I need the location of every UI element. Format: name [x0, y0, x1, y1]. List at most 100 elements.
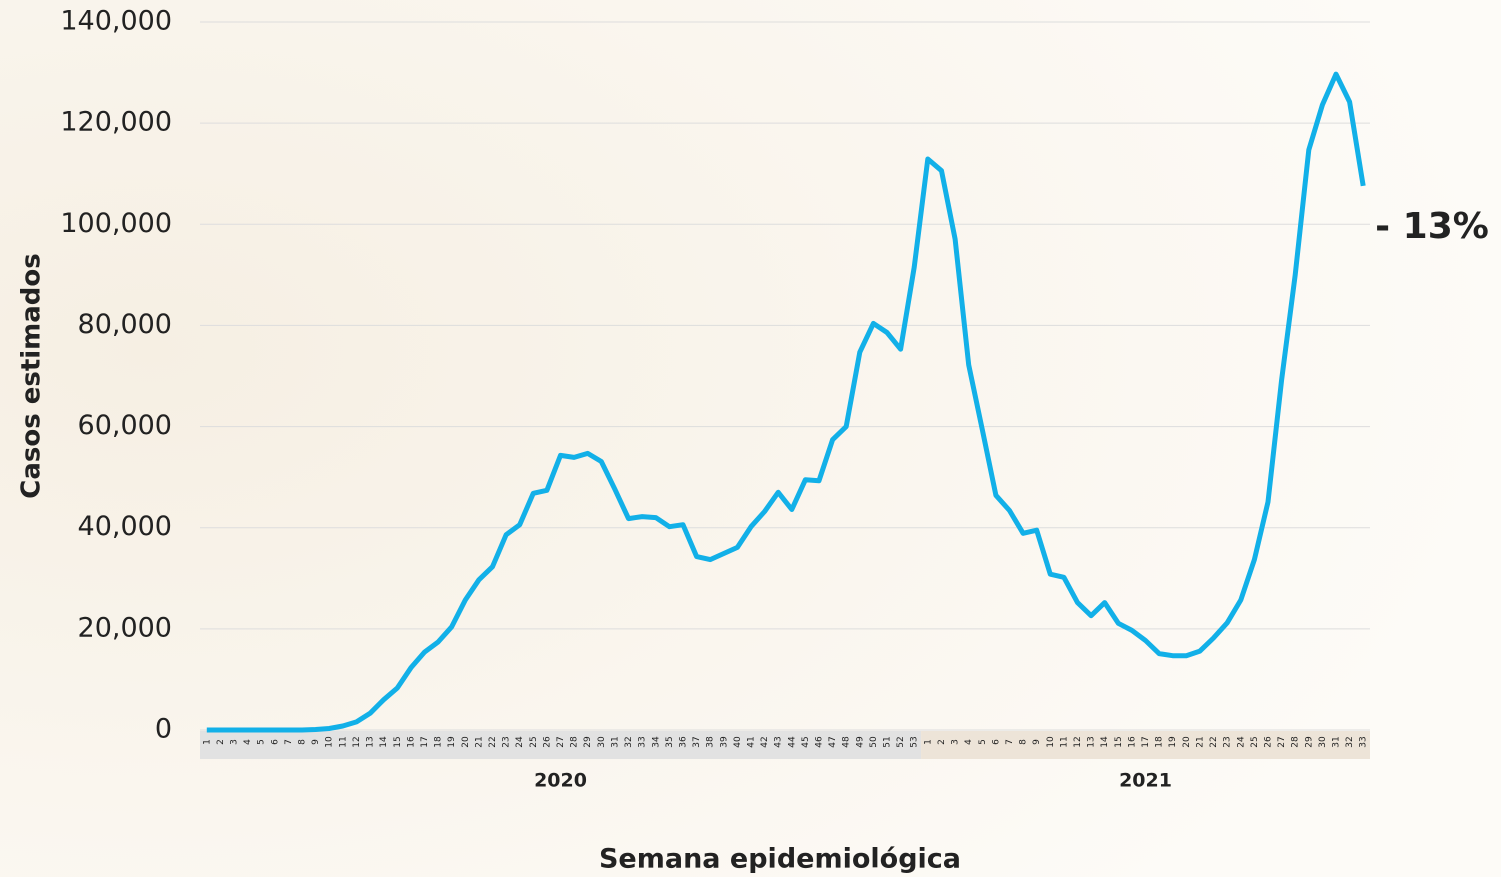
x-tick-label: 33 — [638, 736, 648, 747]
x-tick-label: 22 — [1209, 736, 1219, 747]
x-tick-label: 11 — [338, 736, 348, 747]
x-tick-label: 16 — [406, 736, 416, 748]
x-tick-label: 9 — [1032, 739, 1042, 745]
group-label: 2021 — [1119, 770, 1172, 792]
x-tick-label: 23 — [1223, 736, 1233, 747]
x-tick-label: 18 — [434, 736, 444, 748]
x-tick-label: 34 — [651, 736, 661, 748]
x-tick-label: 16 — [1127, 736, 1137, 748]
x-tick-label: 40 — [733, 736, 743, 748]
x-tick-label: 53 — [910, 736, 920, 747]
x-tick-label: 29 — [1304, 736, 1314, 748]
x-tick-label: 46 — [815, 736, 825, 748]
x-tick-label: 21 — [474, 736, 484, 747]
y-tick-label: 140,000 — [60, 6, 172, 37]
x-tick-label: 35 — [665, 736, 675, 747]
x-tick-label: 13 — [366, 736, 376, 747]
x-tick-label: 31 — [1331, 736, 1341, 747]
x-tick-label: 45 — [801, 736, 811, 747]
x-tick-label: 21 — [1195, 736, 1205, 747]
x-tick-label: 20 — [1182, 736, 1192, 748]
x-tick-label: 15 — [393, 736, 403, 747]
x-tick-label: 51 — [883, 736, 893, 747]
x-tick-label: 3 — [951, 739, 961, 745]
x-tick-label: 31 — [610, 736, 620, 747]
x-tick-label: 10 — [1046, 736, 1056, 748]
x-tick-label: 17 — [420, 736, 430, 747]
x-tick-label: 32 — [624, 736, 634, 747]
y-axis-title: Casos estimados — [17, 253, 47, 499]
x-tick-label: 24 — [515, 736, 525, 748]
y-tick-label: 100,000 — [60, 208, 172, 239]
x-tick-label: 26 — [542, 736, 552, 748]
x-tick-label: 12 — [1073, 736, 1083, 747]
group-label: 2020 — [534, 770, 587, 792]
x-tick-label: 19 — [447, 736, 457, 748]
x-tick-label: 42 — [760, 736, 770, 747]
y-tick-label: 0 — [155, 714, 172, 745]
x-tick-label: 48 — [842, 736, 852, 748]
x-tick-label: 7 — [1005, 739, 1015, 745]
x-tick-label: 4 — [964, 739, 974, 745]
x-tick-label: 30 — [597, 736, 607, 748]
x-tick-label: 28 — [1291, 736, 1301, 748]
x-tick-label: 25 — [1250, 736, 1260, 747]
x-tick-label: 41 — [746, 736, 756, 747]
x-tick-label: 6 — [270, 739, 280, 745]
x-tick-label: 36 — [678, 736, 688, 748]
x-tick-label: 32 — [1345, 736, 1355, 747]
y-tick-label: 60,000 — [78, 410, 172, 441]
x-tick-label: 4 — [243, 739, 253, 745]
x-tick-label: 12 — [352, 736, 362, 747]
x-tick-label: 18 — [1155, 736, 1165, 748]
x-tick-label: 37 — [692, 736, 702, 747]
chart: Casos estimados Semana epidemiológica 0 2… — [0, 0, 1501, 877]
x-tick-label: 7 — [284, 739, 294, 745]
x-tick-label: 28 — [570, 736, 580, 748]
x-tick-label: 27 — [1277, 736, 1287, 747]
y-tick-label: 20,000 — [78, 612, 172, 643]
x-tick-label: 8 — [298, 739, 308, 745]
x-tick-label: 2 — [937, 739, 947, 745]
x-tick-label: 5 — [257, 739, 267, 745]
x-axis-title: Semana epidemiológica — [599, 844, 961, 875]
x-tick-label: 8 — [1019, 739, 1029, 745]
x-tick-label: 17 — [1141, 736, 1151, 747]
x-tick-label: 52 — [896, 736, 906, 747]
x-tick-label: 3 — [230, 739, 240, 745]
x-tick-label: 30 — [1318, 736, 1328, 748]
x-tick-label: 24 — [1236, 736, 1246, 748]
y-tick-label: 80,000 — [78, 309, 172, 340]
x-tick-label: 15 — [1114, 736, 1124, 747]
x-tick-label: 38 — [706, 736, 716, 748]
y-tick-label: 40,000 — [78, 511, 172, 542]
x-tick-label: 5 — [978, 739, 988, 745]
x-tick-label: 43 — [774, 736, 784, 747]
x-tick-label: 11 — [1059, 736, 1069, 747]
x-tick-label: 1 — [202, 739, 212, 745]
x-tick-label: 44 — [787, 736, 797, 748]
x-tick-label: 14 — [379, 736, 389, 748]
x-tick-label: 23 — [502, 736, 512, 747]
x-tick-label: 49 — [855, 736, 865, 748]
page: Casos estimados Semana epidemiológica 0 2… — [0, 0, 1501, 877]
x-tick-label: 9 — [311, 739, 321, 745]
x-tick-label: 19 — [1168, 736, 1178, 748]
x-tick-label: 10 — [325, 736, 335, 748]
x-tick-label: 26 — [1263, 736, 1273, 748]
annotation: - 13% — [1375, 206, 1489, 247]
x-tick-label: 29 — [583, 736, 593, 748]
x-tick-label: 22 — [488, 736, 498, 747]
x-tick-label: 39 — [719, 736, 729, 748]
x-tick-label: 47 — [828, 736, 838, 747]
x-tick-label: 25 — [529, 736, 539, 747]
x-tick-label: 50 — [869, 736, 879, 748]
x-tick-label: 20 — [461, 736, 471, 748]
x-tick-label: 13 — [1087, 736, 1097, 747]
x-tick-label: 27 — [556, 736, 566, 747]
x-tick-label: 2 — [216, 739, 226, 745]
x-tick-label: 1 — [923, 739, 933, 745]
x-tick-label: 14 — [1100, 736, 1110, 748]
x-tick-label: 6 — [991, 739, 1001, 745]
x-tick-label: 33 — [1359, 736, 1369, 747]
